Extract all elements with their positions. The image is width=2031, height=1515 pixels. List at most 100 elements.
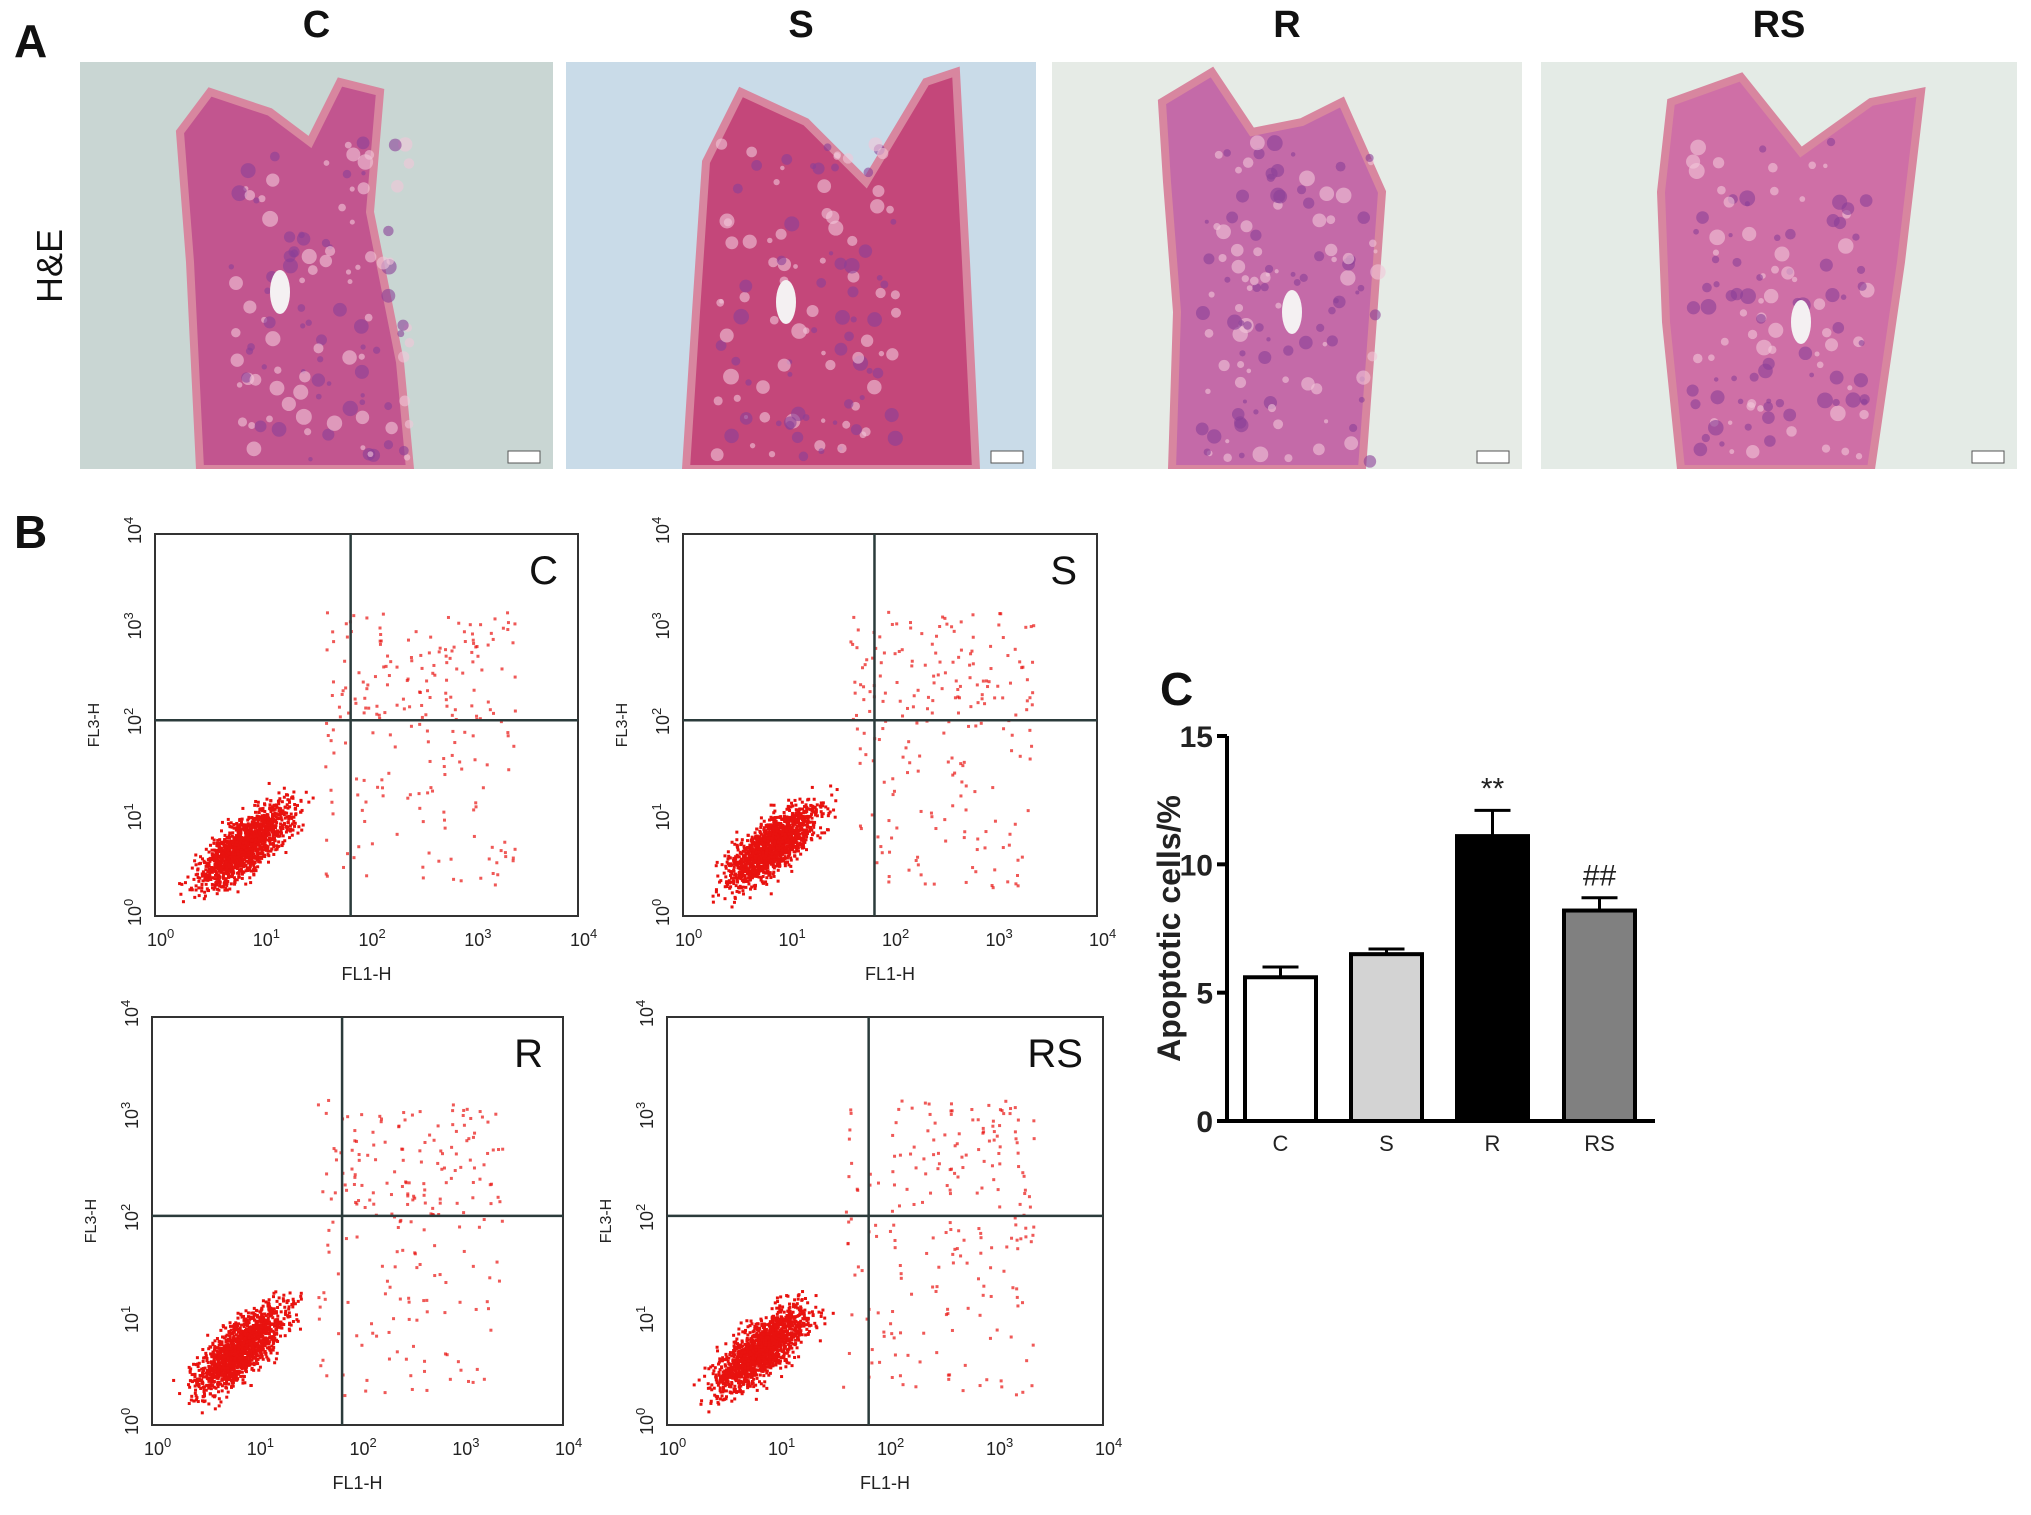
event-dot <box>958 696 961 699</box>
event-dot <box>740 864 743 867</box>
event-dot <box>365 616 368 619</box>
event-dot <box>264 1301 267 1304</box>
event-dot <box>277 840 280 843</box>
event-dot <box>733 901 736 904</box>
event-dot <box>909 621 912 624</box>
event-dot <box>226 889 229 892</box>
event-dot <box>418 807 421 810</box>
event-dot <box>437 860 440 863</box>
event-dot <box>210 1355 213 1358</box>
event-dot <box>254 800 257 803</box>
event-dot <box>959 762 962 765</box>
event-dot <box>890 837 893 840</box>
event-dot <box>241 818 244 821</box>
event-dot <box>431 790 434 793</box>
event-dot <box>783 815 786 818</box>
event-dot <box>898 650 901 653</box>
event-dot <box>488 857 491 860</box>
event-dot <box>284 806 287 809</box>
event-dot <box>985 679 988 682</box>
event-dot <box>915 859 918 862</box>
event-dot <box>789 845 792 848</box>
event-dot <box>237 852 240 855</box>
event-dot <box>749 896 752 899</box>
event-dot <box>816 803 819 806</box>
event-dot <box>237 1344 240 1347</box>
event-dot <box>227 822 230 825</box>
event-dot <box>864 663 867 666</box>
event-dot <box>273 1361 276 1364</box>
event-dot <box>258 843 261 846</box>
event-dot <box>233 1352 236 1355</box>
event-dot <box>911 660 914 663</box>
event-dot <box>231 826 234 829</box>
event-dot <box>363 820 366 823</box>
event-dot <box>723 854 726 857</box>
event-dot <box>933 681 936 684</box>
event-dot <box>731 905 734 908</box>
event-dot <box>819 806 822 809</box>
event-dot <box>259 1324 262 1327</box>
event-dot <box>474 758 477 761</box>
event-dot <box>265 845 268 848</box>
event-dot <box>254 825 257 828</box>
event-dot <box>289 1291 292 1294</box>
event-dot <box>736 890 739 893</box>
y-axis-label: FL3-H <box>86 703 103 747</box>
event-dot <box>249 835 252 838</box>
event-dot <box>735 884 738 887</box>
event-dot <box>737 855 740 858</box>
event-dot <box>243 1332 246 1335</box>
event-dot <box>796 832 799 835</box>
event-dot <box>1002 846 1005 849</box>
event-dot <box>906 707 909 710</box>
event-dot <box>237 1335 240 1338</box>
y-tick-label: 100 <box>121 899 145 926</box>
event-dot <box>196 1356 199 1359</box>
event-dot <box>212 842 215 845</box>
event-dot <box>807 815 810 818</box>
event-dot <box>800 839 803 842</box>
event-dot <box>221 852 224 855</box>
event-dot <box>272 845 275 848</box>
event-dot <box>712 901 715 904</box>
event-dot <box>460 879 463 882</box>
event-dot <box>222 876 225 879</box>
event-dot <box>909 626 912 629</box>
event-dot <box>1008 844 1011 847</box>
event-dot <box>227 852 230 855</box>
event-dot <box>470 651 473 654</box>
event-dot <box>266 1346 269 1349</box>
event-dot <box>754 831 757 834</box>
event-dot <box>246 1324 249 1327</box>
event-dot <box>229 846 232 849</box>
event-dot <box>274 819 277 822</box>
event-dot <box>281 800 284 803</box>
event-dot <box>496 873 499 876</box>
event-dot <box>790 802 793 805</box>
event-dot <box>237 871 240 874</box>
event-dot <box>876 835 879 838</box>
event-dot <box>211 853 214 856</box>
event-dot <box>941 616 944 619</box>
event-dot <box>249 1316 252 1319</box>
event-dot <box>487 644 490 647</box>
event-dot <box>281 827 284 830</box>
event-dot <box>429 786 432 789</box>
event-dot <box>1017 859 1020 862</box>
event-dot <box>773 810 776 813</box>
event-dot <box>219 842 222 845</box>
event-dot <box>218 847 221 850</box>
event-dot <box>187 1383 190 1386</box>
event-dot <box>771 834 774 837</box>
event-dot <box>231 1342 234 1345</box>
event-dot <box>250 1384 253 1387</box>
event-dot <box>421 866 424 869</box>
event-dot <box>451 714 454 717</box>
event-dot <box>367 707 370 710</box>
event-dot <box>224 1383 227 1386</box>
event-dot <box>860 827 863 830</box>
event-dot <box>379 633 382 636</box>
event-dot <box>880 661 883 664</box>
event-dot <box>506 628 509 631</box>
